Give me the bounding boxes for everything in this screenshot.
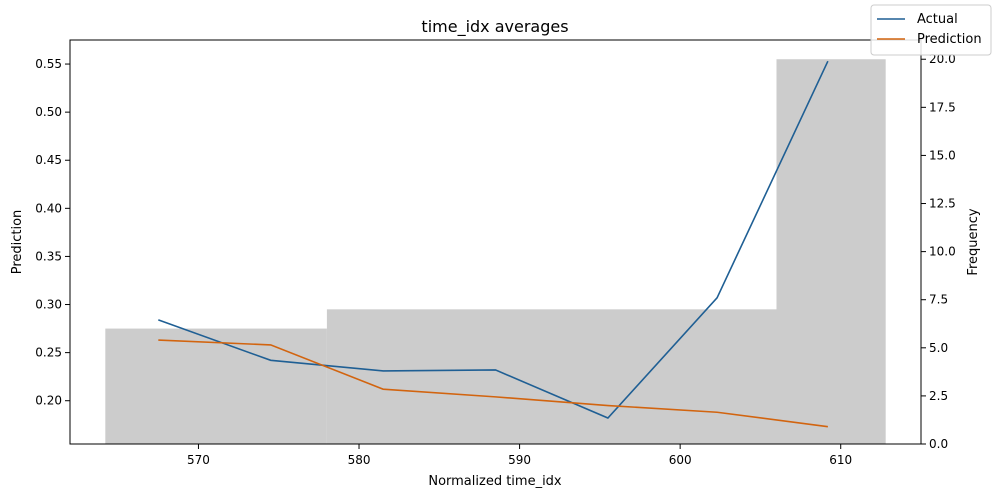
y-tick-label: 0.50: [35, 105, 62, 119]
y2-tick-label: 17.5: [929, 100, 956, 114]
legend-label-actual: Actual: [917, 12, 958, 27]
y-tick-label: 0.25: [35, 346, 62, 360]
legend-label-prediction: Prediction: [917, 32, 982, 47]
histogram: [105, 59, 886, 444]
series-line-prediction: [158, 339, 828, 428]
y2-tick-label: 15.0: [929, 148, 956, 162]
histogram-bar: [776, 59, 886, 444]
y-tick-label: 0.20: [35, 394, 62, 408]
x-tick-label: 590: [508, 453, 531, 467]
y-axis-right: 0.0 2.5 5.0 7.5 10.0 12.5 15.0 17.5 20.0: [921, 52, 956, 451]
y-tick-label: 0.45: [35, 153, 62, 167]
x-axis: 570 580 590 600 610: [187, 444, 852, 467]
y-tick-label: 0.55: [35, 57, 62, 71]
series-line-actual: [158, 60, 829, 419]
y-tick-label: 0.35: [35, 249, 62, 263]
y2-tick-label: 7.5: [929, 293, 948, 307]
y-axis-label: Prediction: [10, 210, 25, 275]
plot-area-frame: [69, 39, 922, 445]
x-tick-label: 600: [669, 453, 692, 467]
series-lines: [158, 60, 829, 428]
x-tick-label: 570: [187, 453, 210, 467]
y2-tick-label: 20.0: [929, 52, 956, 66]
y2-tick-label: 10.0: [929, 245, 956, 259]
x-axis-label: Normalized time_idx: [428, 474, 562, 489]
histogram-bar: [105, 328, 327, 444]
y-axis-left: 0.20 0.25 0.30 0.35 0.40 0.45 0.50 0.55: [35, 57, 70, 408]
legend: Actual Prediction: [870, 4, 992, 56]
y2-tick-label: 2.5: [929, 389, 948, 403]
chart-title: time_idx averages: [421, 17, 568, 37]
x-tick-label: 610: [829, 453, 852, 467]
legend-box: [870, 4, 992, 56]
y-tick-label: 0.30: [35, 298, 62, 312]
x-tick-label: 580: [348, 453, 371, 467]
y-tick-label: 0.40: [35, 201, 62, 215]
histogram-bar: [326, 309, 777, 444]
y2-axis-label: Frequency: [966, 208, 981, 275]
y2-tick-label: 12.5: [929, 197, 956, 211]
y2-tick-label: 5.0: [929, 341, 948, 355]
y2-tick-label: 0.0: [929, 437, 948, 451]
